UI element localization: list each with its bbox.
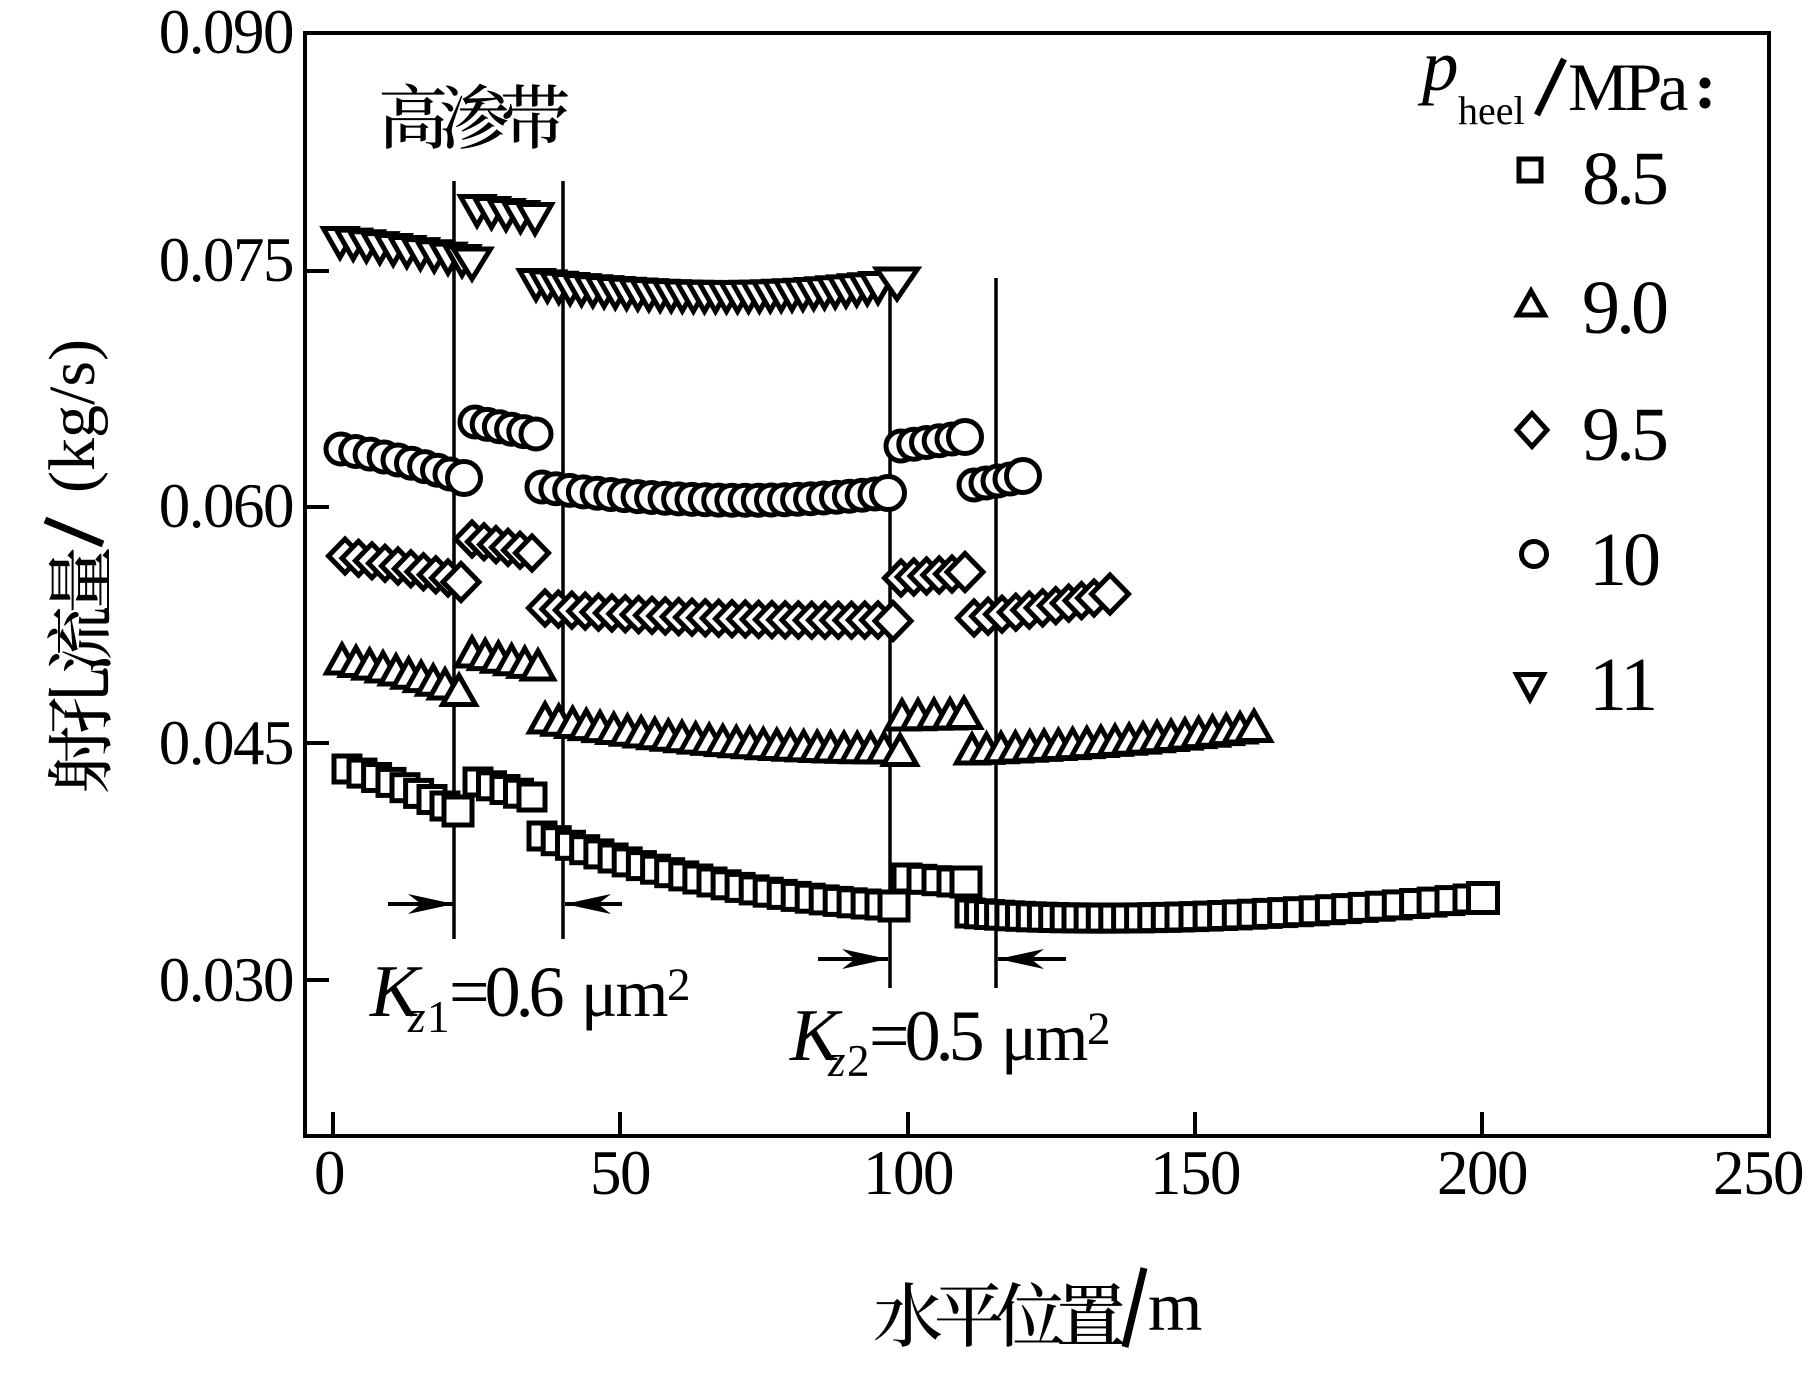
svg-text:150: 150	[1150, 1138, 1240, 1208]
svg-text:0: 0	[314, 1138, 344, 1208]
svg-text:0.030: 0.030	[159, 945, 293, 1015]
svg-text:1: 1	[427, 992, 450, 1042]
svg-text:2: 2	[847, 1036, 870, 1086]
svg-text:0.075: 0.075	[159, 225, 293, 295]
svg-text:μm: μm	[581, 955, 667, 1031]
svg-text:heel: heel	[1458, 88, 1525, 133]
svg-text:250: 250	[1713, 1138, 1803, 1208]
svg-text:9.0: 9.0	[1582, 266, 1667, 350]
svg-text:=0.6: =0.6	[449, 952, 563, 1032]
svg-text:2: 2	[1087, 1003, 1111, 1055]
svg-text:(kg/s): (kg/s)	[36, 339, 109, 493]
svg-text:z: z	[827, 1036, 846, 1086]
svg-text:10: 10	[1589, 518, 1659, 602]
svg-text:p: p	[1417, 25, 1459, 106]
svg-text:8.5: 8.5	[1582, 137, 1667, 221]
svg-text:2: 2	[667, 959, 691, 1011]
svg-text:z: z	[407, 992, 426, 1042]
svg-text:50: 50	[590, 1138, 650, 1208]
svg-text:μm: μm	[1001, 999, 1087, 1075]
svg-text:100: 100	[863, 1138, 953, 1208]
svg-text:9.5: 9.5	[1582, 393, 1667, 477]
svg-text:MPa: MPa	[1568, 49, 1688, 125]
svg-text:0.060: 0.060	[159, 471, 293, 541]
svg-text:K: K	[789, 995, 843, 1077]
svg-text:m: m	[1148, 1269, 1202, 1346]
svg-text:200: 200	[1437, 1138, 1527, 1208]
svg-text:=0.5: =0.5	[869, 996, 983, 1076]
svg-text:0.090: 0.090	[159, 0, 293, 67]
svg-text:0.045: 0.045	[159, 708, 293, 778]
svg-text:11: 11	[1589, 643, 1654, 727]
svg-text:K: K	[369, 951, 423, 1033]
